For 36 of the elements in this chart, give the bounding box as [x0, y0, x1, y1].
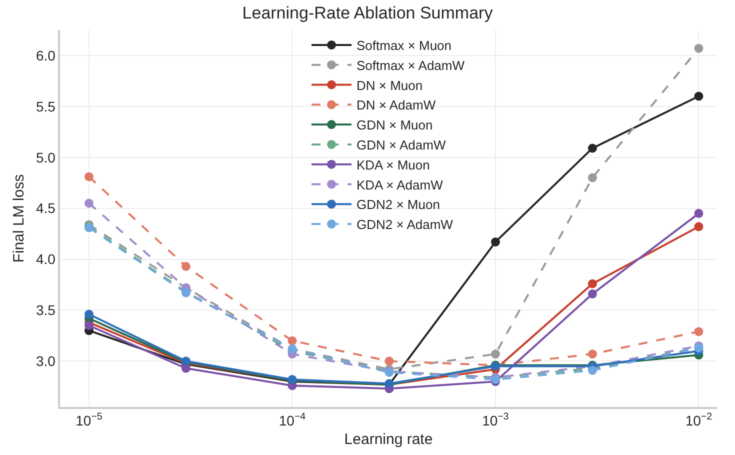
y-tick-label: 5.0	[36, 149, 56, 166]
y-tick-label: 6.0	[36, 47, 56, 64]
y-tick-label: 3.0	[36, 353, 56, 370]
y-axis-title: Final LM loss	[10, 174, 28, 263]
x-tick-label: 10$^{−3}$	[482, 412, 510, 429]
legend-label: KDA × Muon	[356, 157, 430, 172]
x-tick-label: 10$^{−5}$	[76, 412, 103, 429]
legend-label: GDN2 × Muon	[356, 197, 440, 212]
point	[84, 320, 94, 330]
point	[84, 172, 94, 182]
point	[694, 327, 704, 336]
point	[694, 208, 704, 218]
point	[694, 44, 704, 53]
point	[490, 237, 500, 246]
point	[694, 222, 704, 232]
chart-title: Learning-Rate Ablation Summary	[242, 4, 494, 23]
point	[288, 336, 297, 346]
point	[84, 198, 94, 208]
y-tick-label: 3.5	[36, 302, 56, 318]
legend-label: GDN2 × AdamW	[356, 217, 454, 232]
y-tick-label: 4.5	[36, 200, 56, 216]
x-tick-label: 10$^{−2}$	[685, 412, 712, 429]
legend-label: KDA × AdamW	[356, 177, 444, 192]
y-tick-label: 5.5	[36, 98, 56, 114]
legend-label: Softmax × AdamW	[356, 58, 466, 73]
point	[490, 350, 500, 359]
y-tick-label: 4.0	[36, 251, 56, 268]
x-axis-title: Learning rate	[344, 431, 433, 448]
legend-label: GDN × Muon	[356, 118, 433, 133]
point	[694, 92, 704, 101]
point	[84, 310, 94, 319]
legend-label: GDN × AdamW	[356, 138, 446, 153]
x-tick-label: 10$^{−4}$	[278, 412, 306, 429]
legend-label: DN × AdamW	[356, 98, 436, 113]
legend-label: Softmax × Muon	[356, 38, 452, 54]
legend-label: DN × Muon	[356, 78, 423, 93]
